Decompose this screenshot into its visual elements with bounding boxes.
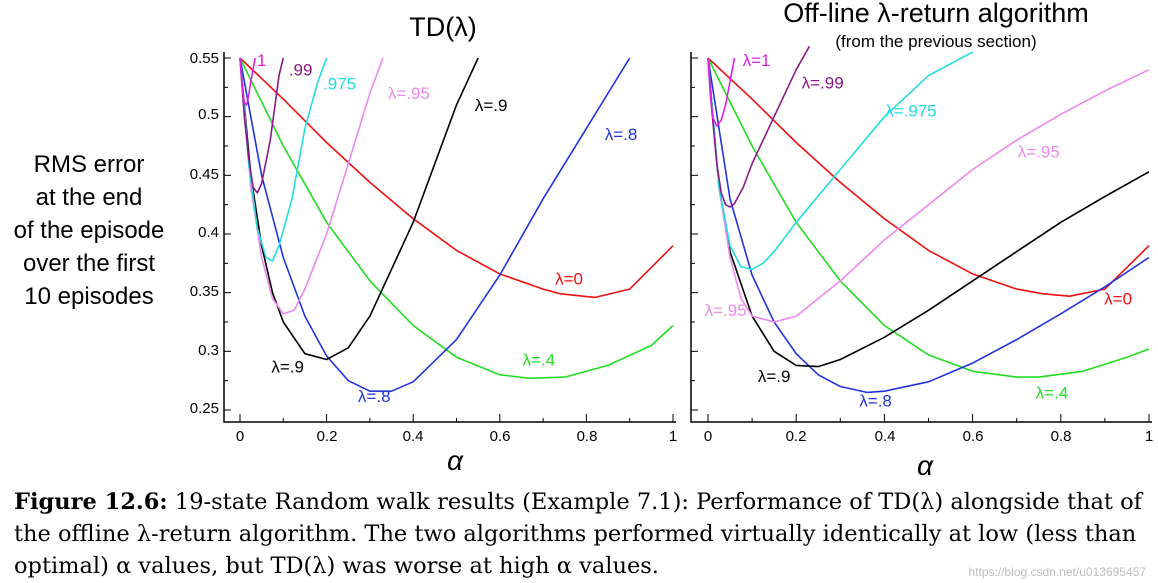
curve-label: .975 xyxy=(323,75,356,94)
xtick-label: 1 xyxy=(669,428,677,445)
series-line xyxy=(707,57,1150,378)
curve-label: λ=.95 xyxy=(1018,143,1060,162)
panel-td-lambda: TD(λ) 0.55 0.5 0.45 0.4 0.35 0.3 0.25 0 … xyxy=(190,12,677,476)
series-line xyxy=(707,57,1150,394)
xtick-label: 0.6 xyxy=(490,428,511,445)
curve-label: λ=.9 xyxy=(475,96,508,115)
x-ticks-right: 0 0.2 0.4 0.6 0.8 1 xyxy=(704,428,1153,445)
caption-label: Figure 12.6: xyxy=(14,489,168,515)
curve-label: λ=.95 xyxy=(705,301,747,320)
series-line xyxy=(239,57,256,106)
xtick-label: 1 xyxy=(1145,428,1153,445)
xtick-label: 0 xyxy=(236,428,244,445)
series-line xyxy=(239,57,285,194)
figure-canvas: RMS error at the end of the episode over… xyxy=(14,0,1154,480)
xtick-label: 0.2 xyxy=(786,428,807,445)
panel-title-offline: Off-line λ-return algorithm xyxy=(783,0,1089,28)
panel-offline-lambda-return: Off-line λ-return algorithm (from the pr… xyxy=(690,0,1153,480)
axes-frame xyxy=(690,52,1152,423)
x-axis-label: α xyxy=(447,445,464,476)
ytick-label: 0.55 xyxy=(190,50,219,67)
curve-label: λ=.4 xyxy=(522,350,555,369)
series-line xyxy=(707,57,1150,323)
curve-label: λ=.975 xyxy=(885,102,937,121)
curve-label: λ=.8 xyxy=(859,391,892,410)
curve-labels: 1 .99 .975 λ=.95 λ=.9 λ=.8 λ=0 λ=.4 λ=.9 λ=.8 xyxy=(257,51,637,406)
y-ticks-left: 0.55 0.5 0.45 0.4 0.35 0.3 0.25 xyxy=(190,50,219,417)
series-line xyxy=(707,45,811,208)
y-axis-label: RMS error at the end of the episode over… xyxy=(14,151,165,310)
curve-label: 1 xyxy=(257,51,266,70)
ytick-label: 0.4 xyxy=(198,224,219,241)
curve-label: λ=1 xyxy=(743,51,771,70)
xtick-label: 0.4 xyxy=(403,428,424,445)
series-line xyxy=(239,57,674,299)
curve-label: λ=.4 xyxy=(1036,383,1069,402)
curve-label: λ=.9 xyxy=(271,357,304,376)
caption-text: 19-state Random walk results (Example 7.… xyxy=(14,489,1142,579)
xtick-label: 0.6 xyxy=(963,428,984,445)
ytick-label: 0.45 xyxy=(190,166,219,183)
ytick-label: 0.35 xyxy=(190,283,219,300)
curve-label: λ=.8 xyxy=(605,125,638,144)
x-ticks-left: 0 0.2 0.4 0.6 0.8 1 xyxy=(236,428,677,445)
xtick-label: 0.8 xyxy=(1051,428,1072,445)
ylabel-line-1: RMS error xyxy=(34,151,145,178)
curve-label: λ=.9 xyxy=(758,367,791,386)
axis-ticks xyxy=(691,57,1150,422)
curves xyxy=(239,57,674,393)
series-line xyxy=(707,57,736,127)
series-line xyxy=(239,57,328,262)
xtick-label: 0.2 xyxy=(317,428,338,445)
xtick-label: 0 xyxy=(704,428,712,445)
ytick-label: 0.5 xyxy=(198,106,219,123)
xtick-label: 0.4 xyxy=(875,428,896,445)
series-line xyxy=(707,51,973,271)
series-line xyxy=(707,57,1150,298)
series-line xyxy=(239,57,674,380)
curve-labels: λ=1 λ=.99 λ=.975 λ=.95 λ=0 λ=.95 λ=.9 λ=.4 λ=.8 xyxy=(705,51,1132,410)
curve-label: λ=.99 xyxy=(802,74,844,93)
ytick-label: 0.25 xyxy=(190,400,219,417)
ylabel-line-4: over the first xyxy=(23,250,155,277)
curve-label: λ=0 xyxy=(1104,289,1132,308)
x-axis-label: α xyxy=(917,450,934,480)
series-line xyxy=(239,57,384,315)
curve-label: λ=.95 xyxy=(388,84,430,103)
watermark: https://blog.csdn.net/u013695457 xyxy=(968,565,1146,579)
ylabel-line-5: 10 episodes xyxy=(24,283,153,310)
curves xyxy=(707,45,1150,394)
curve-label: .99 xyxy=(289,61,313,80)
xtick-label: 0.8 xyxy=(577,428,598,445)
figure-caption: Figure 12.6: 19-state Random walk result… xyxy=(14,486,1154,582)
curve-label: λ=.8 xyxy=(358,387,391,406)
curve-label: λ=0 xyxy=(555,269,583,288)
axes-frame xyxy=(223,52,676,423)
series-line xyxy=(239,57,631,393)
panel-subtitle-offline: (from the previous section) xyxy=(835,32,1036,51)
ylabel-line-2: at the end xyxy=(36,184,143,211)
ytick-label: 0.3 xyxy=(198,342,219,359)
panel-title-td-lambda: TD(λ) xyxy=(409,12,476,42)
series-line xyxy=(707,57,1150,368)
ylabel-line-3: of the episode xyxy=(14,217,165,244)
